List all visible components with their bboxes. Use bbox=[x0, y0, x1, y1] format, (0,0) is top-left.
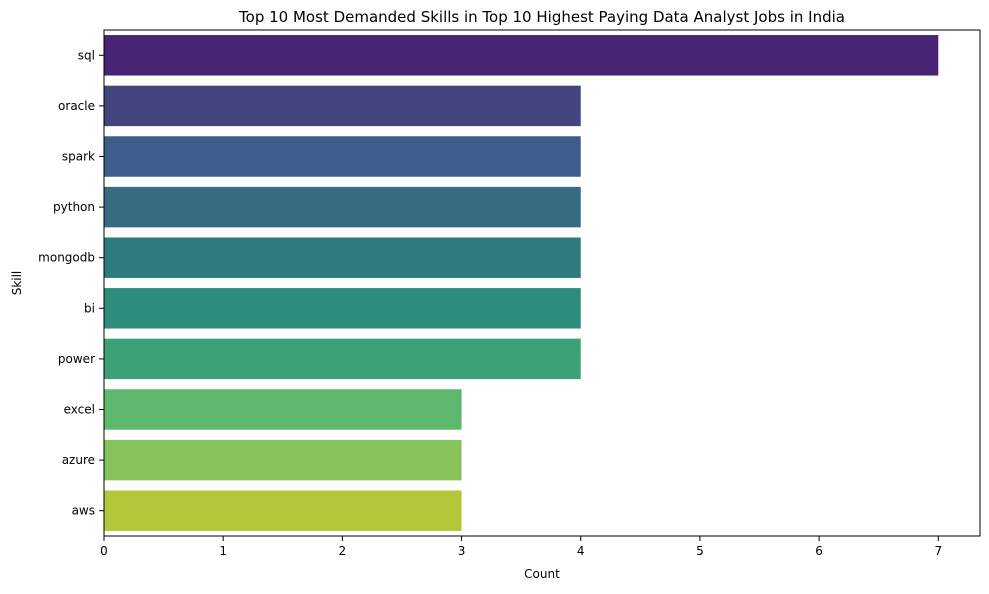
y-tick-label: aws bbox=[72, 504, 95, 518]
x-axis: 0 1 2 3 4 5 6 7 bbox=[100, 536, 942, 558]
y-tick-label: bi bbox=[84, 301, 95, 315]
y-tick-label: mongodb bbox=[38, 251, 95, 265]
x-tick-label: 5 bbox=[696, 544, 704, 558]
y-tick-label: oracle bbox=[58, 99, 95, 113]
bar-azure bbox=[104, 439, 462, 481]
chart-title: Top 10 Most Demanded Skills in Top 10 Hi… bbox=[238, 8, 845, 26]
x-tick-label: 3 bbox=[458, 544, 466, 558]
bar-excel bbox=[104, 389, 462, 430]
x-tick-label: 2 bbox=[339, 544, 347, 558]
y-tick-label: sql bbox=[78, 48, 95, 62]
y-tick-label: spark bbox=[62, 150, 95, 164]
y-tick-label: python bbox=[53, 200, 95, 214]
x-axis-label: Count bbox=[524, 567, 560, 581]
bars-group bbox=[104, 35, 939, 531]
x-tick-label: 1 bbox=[219, 544, 227, 558]
bar-bi bbox=[104, 288, 581, 329]
x-tick-label: 7 bbox=[934, 544, 942, 558]
y-tick-label: azure bbox=[62, 453, 95, 467]
y-axis: sql oracle spark python mongodb bi power excel a… bbox=[38, 48, 104, 518]
bar-sql bbox=[104, 35, 939, 76]
bar-oracle bbox=[104, 85, 581, 127]
bar-mongodb bbox=[104, 237, 581, 278]
bar-aws bbox=[104, 490, 462, 531]
bar-power bbox=[104, 338, 581, 380]
bar-spark bbox=[104, 136, 581, 177]
x-tick-label: 6 bbox=[815, 544, 823, 558]
y-axis-label: Skill bbox=[10, 271, 24, 296]
plot-frame bbox=[103, 29, 981, 537]
x-tick-label: 4 bbox=[577, 544, 585, 558]
x-tick-label: 0 bbox=[100, 544, 108, 558]
y-tick-label: excel bbox=[64, 403, 95, 417]
bar-python bbox=[104, 186, 581, 228]
y-tick-label: power bbox=[58, 352, 95, 366]
